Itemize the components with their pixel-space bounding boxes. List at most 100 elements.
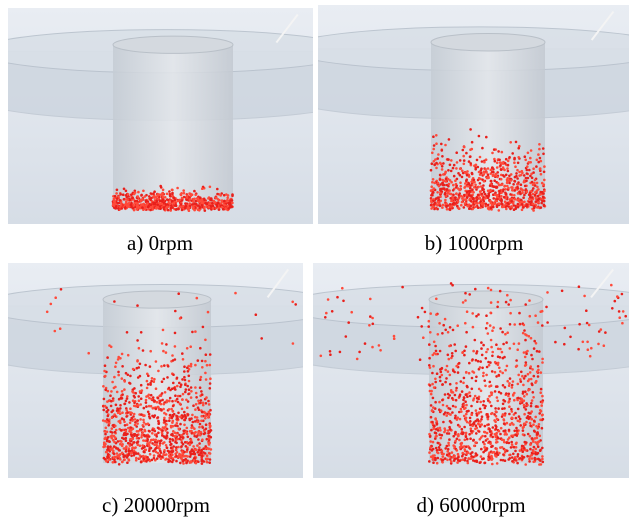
particle	[438, 408, 441, 411]
particle	[204, 339, 207, 342]
particle	[518, 420, 521, 423]
particle	[442, 204, 445, 207]
particle	[225, 193, 228, 196]
particle	[193, 427, 196, 430]
particle	[481, 160, 484, 163]
particle	[487, 398, 490, 401]
particle	[517, 181, 520, 184]
particle	[469, 452, 472, 455]
particle	[124, 403, 127, 406]
particle	[492, 326, 495, 329]
particle	[152, 192, 155, 195]
particle	[104, 437, 107, 440]
particle	[468, 207, 471, 210]
particle	[467, 205, 470, 208]
particle	[114, 461, 117, 464]
particle	[490, 207, 493, 210]
particle	[179, 416, 182, 419]
particle	[125, 430, 128, 433]
particle	[174, 345, 177, 348]
particle	[543, 204, 546, 207]
particle	[186, 367, 189, 370]
particle	[464, 292, 467, 295]
particle	[522, 392, 525, 395]
particle	[524, 339, 527, 342]
particle	[491, 152, 494, 155]
particle	[231, 202, 234, 205]
particle	[127, 195, 130, 198]
particle	[495, 410, 498, 413]
particle	[460, 410, 463, 413]
particle	[190, 386, 193, 389]
particle	[480, 347, 483, 350]
particle	[122, 193, 125, 196]
particle	[488, 441, 491, 444]
particle	[141, 444, 144, 447]
particle	[110, 400, 113, 403]
particle	[441, 459, 444, 462]
particle	[153, 457, 156, 460]
particle	[518, 190, 521, 193]
particle	[126, 397, 129, 400]
particle	[496, 204, 499, 207]
cylinder-top	[103, 291, 211, 308]
particle	[161, 200, 164, 203]
particle	[119, 404, 122, 407]
particle	[162, 454, 165, 457]
particle	[495, 428, 498, 431]
particle	[500, 202, 503, 205]
particle	[155, 439, 158, 442]
particle	[433, 144, 436, 147]
particle	[202, 426, 205, 429]
particle	[439, 189, 442, 192]
particle	[170, 446, 173, 449]
particle	[108, 458, 111, 461]
particle	[467, 410, 470, 413]
particle	[478, 411, 481, 414]
particle	[457, 456, 460, 459]
particle	[148, 195, 151, 198]
particle	[456, 205, 459, 208]
particle	[482, 375, 485, 378]
particle	[502, 343, 505, 346]
particle	[514, 412, 517, 415]
particle	[536, 453, 539, 456]
particle	[148, 430, 151, 433]
particle	[116, 197, 119, 200]
particle	[523, 194, 526, 197]
particle	[459, 181, 462, 184]
particle	[166, 193, 169, 196]
particle	[536, 206, 539, 209]
particle	[127, 458, 130, 461]
particle	[525, 361, 528, 364]
particle	[133, 413, 136, 416]
particle	[174, 394, 177, 397]
particle	[583, 295, 586, 298]
particle	[453, 164, 456, 167]
particle	[112, 204, 115, 207]
particle	[182, 205, 185, 208]
particle	[179, 317, 182, 320]
particle	[469, 395, 472, 398]
particle	[482, 344, 485, 347]
particle	[168, 450, 171, 453]
particle	[531, 399, 534, 402]
particle	[180, 194, 183, 197]
particle	[465, 419, 468, 422]
particle	[520, 380, 523, 383]
particle	[153, 454, 156, 457]
particle	[539, 310, 542, 313]
particle	[102, 385, 105, 388]
particle	[114, 431, 117, 434]
particle	[510, 179, 513, 182]
particle	[452, 369, 455, 372]
particle	[501, 446, 504, 449]
particle	[339, 351, 342, 354]
particle	[429, 366, 432, 369]
particle	[169, 389, 172, 392]
particle	[503, 196, 506, 199]
particle	[172, 359, 175, 362]
particle	[515, 141, 518, 144]
particle	[166, 198, 169, 201]
particle	[463, 415, 466, 418]
